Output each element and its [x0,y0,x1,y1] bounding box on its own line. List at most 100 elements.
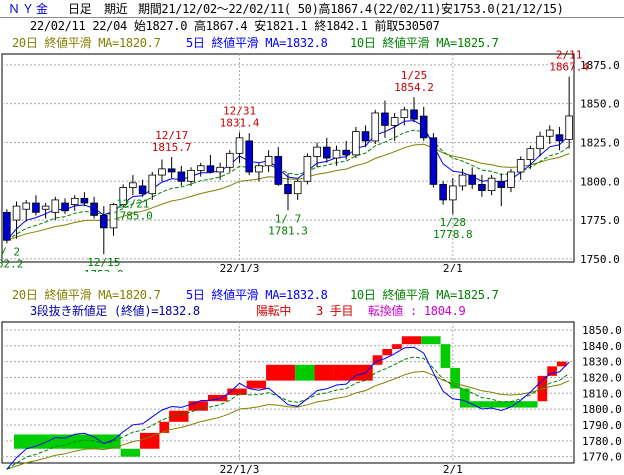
y-tick-label: 1875.0 [580,59,620,72]
period-type: 日足 [68,2,92,16]
ohlc-info: 22/02/11 22/04 始1827.0 高1867.4 安1821.1 終… [30,19,440,33]
high-date-label: 12/17 [155,129,188,142]
legend-ma5-bottom: 5日 終値平滑 MA=1832.8 [186,288,328,302]
renko-brick [188,401,208,411]
renko-x-tick-label: 2/1 [443,463,463,475]
candle-body [468,174,476,185]
high-date-label: 1/25 [401,69,428,82]
renko-brick [246,380,267,389]
low-date-label: 12/21 [116,197,149,210]
renko-brick [333,364,373,381]
renko-y-tick-label: 1800.0 [582,403,622,416]
candle-body [255,165,263,173]
candle-body [352,131,360,156]
renko-y-tick-label: 1790.0 [582,419,622,432]
candle-body [138,185,147,195]
renko-brick [440,344,451,368]
renko-brick [227,388,247,395]
renko-brick [372,355,383,365]
legend-ma5-top: 5日 終値平滑 MA=1832.8 [186,36,328,50]
renko-info: 3段抜き新値足 (終値)=1832.8 [30,304,200,318]
renko-y-tick-label: 1780.0 [582,435,622,448]
candle-body [226,152,234,168]
legend-ma20-bottom: 20日 終値平滑 MA=1820.7 [12,288,161,302]
renko-brick [459,388,470,408]
candle-body [555,134,564,142]
renko-brick [140,432,160,449]
renko-y-tick-label: 1770.0 [582,451,622,464]
candle-body [206,165,215,173]
candle-body [119,187,127,205]
candle-body [322,146,331,159]
candle-body [187,170,195,182]
contract-type: 期近 [104,2,128,16]
renko-state: 陽転中 [256,304,292,318]
range-info: 期間21/12/02～22/02/11( 50)高1867.4(22/02/11… [138,2,564,16]
renko-chart: 1850.0 1840.0 1830.0 1820.0 1810.0 1800.0 1790… [1,321,622,475]
candle-body [80,197,89,204]
high-value-label: 1831.4 [220,117,260,130]
renko-y-tick-label: 1840.0 [582,340,622,353]
high-value-label: 1815.7 [152,141,192,154]
low-date-label: 2/ 2 [0,245,20,258]
high-date-label: 12/31 [223,105,256,118]
candle-body [526,148,535,160]
renko-ma20-line [6,370,570,470]
low-date-label: 12/15 [87,256,120,269]
renko-brick [295,364,315,381]
renko-brick [120,448,141,457]
candle-body [545,129,554,137]
high-value-label: 1854.2 [394,81,434,94]
candle-body [497,180,506,188]
candle-body [487,177,496,191]
candle-body [109,204,118,229]
renko-count: 3 手目 [316,304,354,318]
candle-body [3,211,11,241]
renko-y-tick-label: 1850.0 [582,324,622,337]
candle-body [536,135,544,150]
y-tick-label: 1825.0 [580,136,620,149]
renko-brick [401,336,422,345]
candle-body [158,168,166,176]
candle-body [361,131,370,142]
candle-body [41,205,50,210]
candle-body [167,168,176,173]
candle-body [381,112,389,126]
candle-body [216,166,224,173]
candle-body [274,156,283,185]
candle-body [478,183,486,191]
legend-ma10-bottom: 10日 終値平滑 MA=1825.7 [350,288,499,302]
renko-brick [556,361,567,367]
candle-body [51,199,60,213]
plot-frame [1,53,575,263]
y-tick-label: 1800.0 [580,175,620,188]
renko-brick [266,364,296,381]
legend-ma10-top: 10日 終値平滑 MA=1825.7 [350,36,499,50]
candle-body [313,146,321,157]
candle-body [332,149,341,159]
candle-body [439,183,447,201]
low-value-label: 762.2 [0,257,23,270]
candle-body [32,202,40,213]
high-value-label: 1867.4 [549,61,589,74]
candle-body [61,202,69,212]
candle-body [196,165,205,171]
candle-body [410,109,418,120]
candle-body [100,215,108,229]
high-date-label: 2/11 [556,50,583,62]
candle-body [507,171,515,188]
renko-reversal: 転換値 : 1804.9 [368,304,466,318]
candle-body [449,185,457,201]
renko-ma10-line [6,356,570,470]
candle-body [148,174,157,195]
candle-body [419,115,428,139]
instrument-name: ＮＹ金 [8,2,51,16]
renko-brick [314,364,334,381]
candle-body [371,112,380,142]
candle-body [264,156,273,167]
candle-body [458,174,467,187]
candle-body [22,202,31,210]
candle-body [235,137,244,154]
y-tick-label: 1775.0 [580,214,620,227]
